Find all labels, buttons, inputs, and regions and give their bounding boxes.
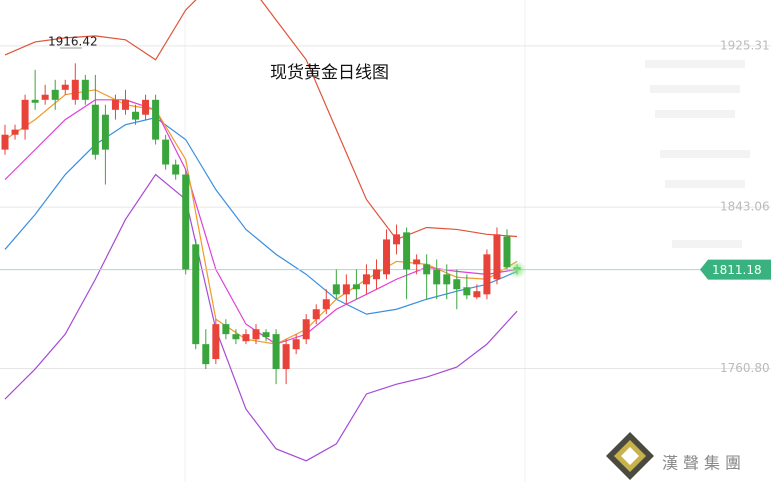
candle-body xyxy=(142,99,150,115)
candle-body xyxy=(312,309,320,320)
candle-body xyxy=(41,94,49,100)
indicator-line xyxy=(4,173,518,462)
candle-body xyxy=(91,104,99,155)
candle-body xyxy=(453,279,461,290)
y-tick-label: 1925.31 xyxy=(720,38,770,52)
candle-body xyxy=(503,236,511,268)
candle-body xyxy=(61,84,69,90)
candle-body xyxy=(292,339,300,350)
candle-body xyxy=(121,99,129,110)
candle-body xyxy=(1,134,9,150)
candle-body xyxy=(252,329,260,340)
candle-body xyxy=(31,99,39,103)
candle-body xyxy=(202,344,210,365)
candle-body xyxy=(483,254,491,295)
candle-body xyxy=(11,129,19,135)
candle-body xyxy=(322,299,330,310)
indicator-line xyxy=(4,89,518,345)
indicator-line xyxy=(4,117,518,315)
candle-body xyxy=(162,139,170,165)
candle-body xyxy=(51,89,59,100)
candle-body xyxy=(473,291,481,298)
candle-body xyxy=(352,284,360,290)
candle-body xyxy=(282,344,290,370)
candle-body xyxy=(172,164,180,175)
candle-body xyxy=(443,274,451,285)
indicator-line xyxy=(4,0,518,241)
candle-body xyxy=(342,284,350,295)
candle-body xyxy=(493,234,501,280)
chart-title: 现货黄金日线图 xyxy=(270,63,389,83)
candle-body xyxy=(463,287,471,296)
candle-body xyxy=(182,174,190,270)
candle-body xyxy=(192,244,200,345)
candle-body xyxy=(71,79,79,100)
candle-body xyxy=(372,269,380,280)
candle-body xyxy=(132,111,140,120)
candle-body xyxy=(433,269,441,285)
last-price-box xyxy=(700,259,771,280)
candle-body xyxy=(393,234,401,245)
candle-body xyxy=(403,232,411,270)
candle-body xyxy=(101,114,109,150)
logo: 漢聲集團 xyxy=(606,432,746,480)
last-glow xyxy=(508,260,527,279)
candle-body xyxy=(413,259,421,265)
candle-body xyxy=(242,334,250,342)
y-tick-label: 1760.80 xyxy=(720,361,770,375)
candle-body xyxy=(423,264,431,275)
candle-body xyxy=(232,334,240,340)
last-price-label: 1811.18 xyxy=(712,263,762,277)
candle-body xyxy=(81,79,89,100)
y-tick-label: 1843.06 xyxy=(720,200,770,214)
candle-body xyxy=(332,284,340,295)
candle-body xyxy=(362,274,370,285)
candle-body xyxy=(302,319,310,340)
logo-text: 漢聲集團 xyxy=(662,454,746,473)
indicator-line xyxy=(4,99,518,345)
candle-body xyxy=(272,334,280,370)
candle-body xyxy=(222,324,230,335)
candle-body xyxy=(212,324,220,360)
candle-body xyxy=(262,332,270,338)
candle-body xyxy=(21,99,29,130)
high-annotation: 1916.42 xyxy=(48,35,98,49)
candle-body xyxy=(152,99,160,140)
candle-body xyxy=(383,239,391,275)
candle-body xyxy=(111,99,119,110)
